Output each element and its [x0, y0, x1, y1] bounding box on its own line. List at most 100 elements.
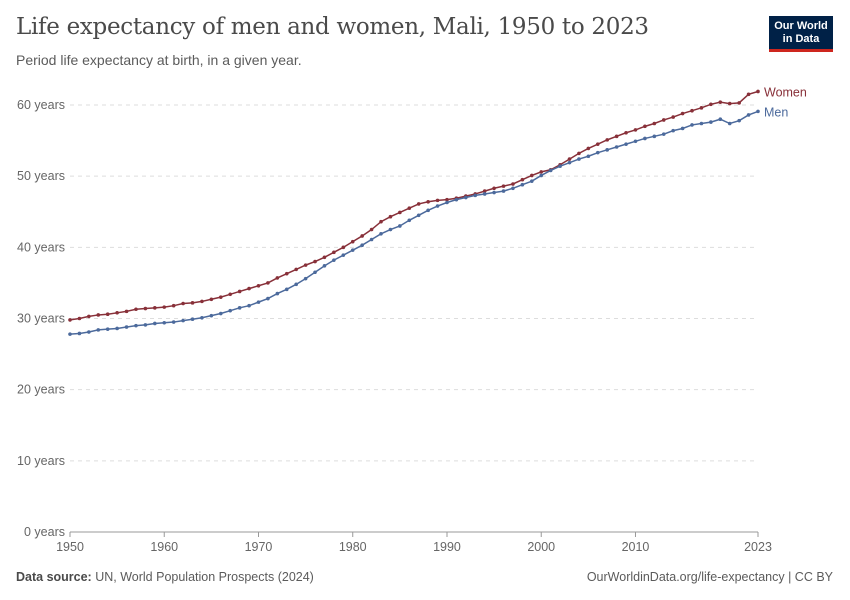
- source-label: Data source:: [16, 570, 92, 584]
- data-point-men: [690, 123, 694, 127]
- data-point-women: [303, 263, 308, 267]
- data-point-men: [426, 208, 430, 213]
- data-point-men: [153, 321, 157, 326]
- data-point-men: [134, 323, 138, 328]
- data-point-women: [209, 297, 214, 302]
- data-point-women: [595, 142, 600, 146]
- data-point-women: [218, 295, 223, 299]
- owid-logo[interactable]: Our World in Data: [769, 16, 833, 52]
- data-point-women: [162, 305, 167, 309]
- data-point-women: [171, 303, 176, 308]
- y-tick-label: 40 years: [17, 240, 65, 254]
- data-point-women: [586, 146, 591, 151]
- x-tick-label: 1990: [433, 540, 461, 554]
- y-tick-label: 50 years: [17, 169, 65, 183]
- data-point-men: [652, 134, 657, 139]
- data-point-men: [520, 182, 525, 187]
- data-point-women: [501, 184, 506, 188]
- data-point-women: [492, 186, 496, 191]
- data-point-men: [218, 311, 223, 316]
- y-tick-label: 30 years: [17, 312, 65, 326]
- data-point-men: [435, 204, 440, 208]
- x-tick-label: 1950: [56, 540, 84, 554]
- source-text[interactable]: UN, World Population Prospects (2024): [95, 570, 314, 584]
- data-point-women: [482, 189, 487, 193]
- data-point-women: [294, 267, 298, 272]
- data-point-men: [586, 154, 591, 159]
- data-point-men: [275, 291, 280, 296]
- data-point-women: [105, 312, 110, 317]
- x-tick-label: 1980: [339, 540, 367, 554]
- data-point-men: [143, 323, 148, 327]
- data-point-men: [407, 218, 412, 223]
- series-label-women: Women: [764, 85, 807, 99]
- x-tick-label: 2023: [744, 540, 772, 554]
- data-point-women: [756, 89, 760, 94]
- data-point-women: [143, 306, 148, 311]
- data-point-men: [567, 160, 572, 165]
- data-point-men: [548, 168, 553, 173]
- data-point-women: [699, 106, 704, 110]
- data-point-men: [332, 258, 336, 262]
- data-point-men: [445, 200, 449, 205]
- data-point-men: [737, 118, 741, 123]
- data-point-men: [492, 190, 496, 195]
- data-point-women: [727, 101, 732, 106]
- data-point-men: [388, 227, 393, 232]
- data-point-men: [87, 330, 91, 334]
- data-point-women: [652, 121, 657, 126]
- data-point-women: [614, 134, 619, 139]
- data-point-women: [624, 130, 628, 135]
- data-point-men: [680, 126, 685, 131]
- chart-subtitle: Period life expectancy at birth, in a gi…: [16, 52, 302, 68]
- data-point-women: [256, 283, 261, 288]
- data-point-men: [530, 179, 534, 183]
- data-point-women: [426, 199, 430, 204]
- data-point-women: [96, 313, 101, 317]
- data-point-men: [68, 332, 72, 336]
- data-point-women: [153, 306, 157, 310]
- data-point-men: [209, 313, 214, 318]
- data-point-women: [577, 151, 581, 156]
- data-point-women: [407, 206, 412, 210]
- data-point-men: [727, 121, 732, 126]
- y-tick-label: 0 years: [24, 525, 65, 539]
- data-point-men: [511, 186, 515, 191]
- data-point-women: [511, 182, 515, 186]
- data-point-women: [350, 239, 355, 244]
- data-point-women: [398, 210, 402, 215]
- data-point-women: [737, 101, 741, 105]
- data-point-men: [482, 192, 487, 196]
- data-point-women: [671, 115, 675, 119]
- data-point-women: [77, 316, 82, 321]
- data-point-men: [237, 306, 242, 310]
- data-point-women: [661, 118, 666, 122]
- data-point-men: [190, 317, 195, 322]
- chart-title: Life expectancy of men and women, Mali, …: [16, 14, 649, 40]
- data-point-men: [294, 282, 298, 287]
- data-point-men: [558, 164, 562, 169]
- data-point-women: [322, 255, 327, 260]
- data-point-women: [643, 124, 647, 129]
- data-point-women: [134, 307, 138, 312]
- data-point-women: [68, 318, 72, 322]
- data-point-men: [96, 328, 101, 332]
- data-point-men: [718, 117, 723, 122]
- data-point-women: [709, 102, 713, 107]
- data-point-men: [171, 320, 176, 324]
- data-point-men: [350, 248, 355, 252]
- data-point-men: [303, 276, 308, 281]
- data-point-men: [256, 300, 261, 304]
- data-point-men: [539, 173, 544, 178]
- data-point-men: [322, 264, 327, 268]
- y-tick-label: 10 years: [17, 454, 65, 468]
- data-point-men: [577, 157, 581, 161]
- footer-link[interactable]: OurWorldinData.org/life-expectancy | CC …: [586, 570, 833, 584]
- x-tick-label: 2010: [622, 540, 650, 554]
- series-label-men: Men: [764, 105, 788, 119]
- data-point-women: [416, 202, 421, 206]
- data-point-men: [614, 145, 619, 149]
- x-tick-label: 1970: [245, 540, 273, 554]
- data-point-men: [247, 303, 251, 308]
- data-point-men: [671, 128, 675, 133]
